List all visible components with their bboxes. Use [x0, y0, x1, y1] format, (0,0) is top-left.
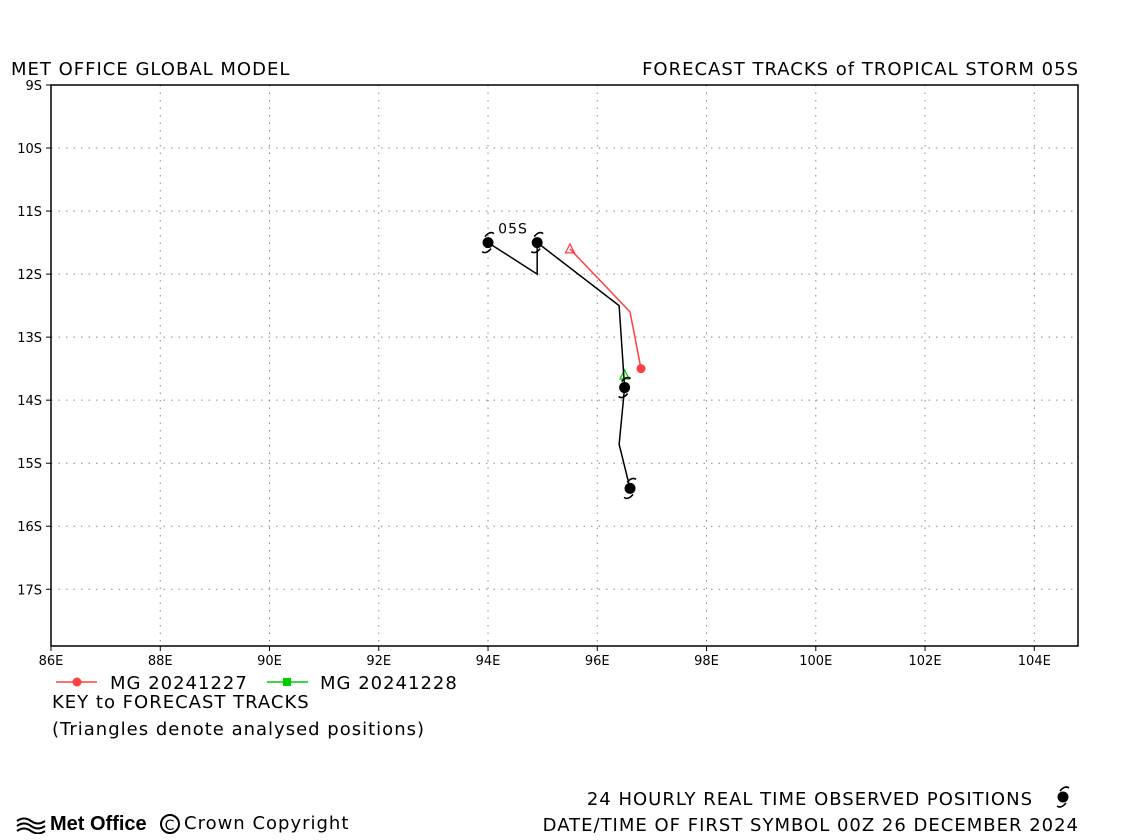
map-frame [50, 84, 1079, 647]
copyright-icon: C [160, 813, 180, 834]
legend-item-mg-20241227: MG 20241227 [56, 673, 248, 694]
axis-tick-labels: 86E 88E 90E 92E 94E 96E 98E 100E 102E 104E 9S 10S 11… [17, 79, 1051, 669]
analysis-triangle-marker [564, 242, 576, 254]
forecast-track-line [569, 248, 642, 369]
tick-label-lat: 16S [17, 520, 42, 535]
tick-label-lon: 104E [1018, 654, 1051, 669]
cyclone-position-marker [623, 477, 637, 500]
legend-square-marker [283, 678, 291, 686]
storm-label: 05S [498, 222, 528, 238]
tick-label-lon: 100E [799, 654, 832, 669]
tick-label-lat: 17S [17, 583, 42, 598]
tick-label-lon: 98E [694, 654, 719, 669]
tick-label-lon: 94E [476, 654, 501, 669]
observed-track-line [487, 241, 631, 489]
legend: MG 20241227 MG 20241228 [56, 673, 458, 694]
tick-label-lat: 13S [17, 331, 42, 346]
tick-label-lon: 90E [257, 654, 282, 669]
left-title: MET OFFICE GLOBAL MODEL [11, 59, 291, 80]
met-office-logo-text: Met Office [50, 813, 147, 835]
met-office-logo: Met Office [16, 813, 147, 836]
tick-label-lat: 12S [17, 268, 42, 283]
forecast-end-marker [636, 364, 646, 374]
copyright: C Crown Copyright [160, 813, 349, 834]
legend-circle-marker [72, 677, 82, 687]
grid-lines [51, 85, 1078, 646]
tick-label-lon: 86E [39, 654, 64, 669]
tick-label-lat: 10S [17, 142, 42, 157]
observed-positions-text: 24 HOURLY REAL TIME OBSERVED POSITIONS [586, 789, 1033, 810]
tick-label-lat: 11S [17, 205, 42, 220]
key-title: KEY to FORECAST TRACKS [52, 692, 310, 713]
tick-label-lon: 88E [148, 654, 173, 669]
legend-label: MG 20241227 [110, 673, 248, 694]
tick-label-lat: 15S [17, 457, 42, 472]
legend-item-mg-20241228: MG 20241228 [267, 673, 458, 694]
key-note: (Triangles denote analysed positions) [52, 719, 426, 740]
met-office-wave-icon [16, 817, 46, 834]
tick-label-lon: 102E [909, 654, 942, 669]
tick-label-lon: 96E [585, 654, 610, 669]
cyclone-symbol-icon [1056, 786, 1070, 808]
datetime-text: DATE/TIME OF FIRST SYMBOL 00Z 26 DECEMBE… [542, 815, 1079, 836]
legend-label: MG 20241228 [320, 673, 458, 694]
tick-label-lat: 14S [17, 394, 42, 409]
tick-label-lat: 9S [25, 79, 42, 94]
tracks [481, 231, 646, 500]
copyright-text: Crown Copyright [184, 813, 350, 834]
right-title: FORECAST TRACKS of TROPICAL STORM 05S [642, 59, 1079, 80]
tick-label-lon: 92E [366, 654, 391, 669]
